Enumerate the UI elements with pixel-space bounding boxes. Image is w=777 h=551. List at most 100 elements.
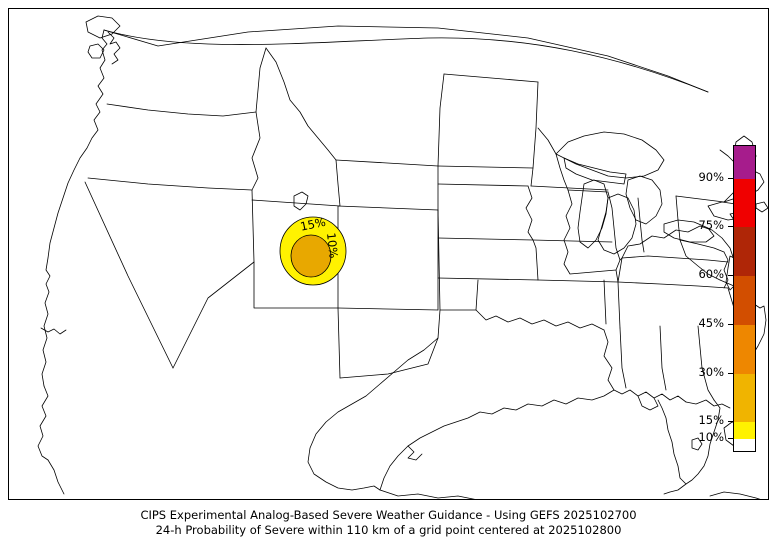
ks-ok-border [437,277,539,281]
nm-mexico-border [339,337,439,379]
colorbar-ticklabel-15: 15% [698,413,724,427]
al-ga-border [697,325,715,401]
oh-pa-border [675,195,681,241]
colorbar-tick-10 [728,438,734,439]
ne-ia-mo-river [525,185,534,241]
colorbar-ticklabel-90: 90% [698,170,724,184]
nm-co-border [337,307,439,311]
tx-la-border [603,329,615,391]
ca-nv-border [84,181,174,369]
la-gulf-coast [613,389,687,403]
caption-line-1: CIPS Experimental Analog-Based Severe We… [140,508,637,522]
wy-co-border [337,205,439,211]
map-graphic [37,15,769,500]
florida-keys [663,483,687,495]
in-oh-border [637,197,645,253]
ut-az-border [253,261,339,309]
az-nm-border [337,307,341,379]
olympic-peninsula [87,43,105,59]
mississippi-delta [637,395,659,411]
lake-huron [625,175,663,225]
ms-al-border [659,325,667,391]
probability-contour-group [279,216,347,286]
colorbar-band-75 [734,227,755,276]
texas-mexico-border [307,337,439,491]
nv-az-border [172,261,255,369]
cuba-outline [709,491,764,500]
il-in-border [607,191,621,261]
colorbar-band-45 [734,325,755,374]
mn-nd-sd-border [530,81,539,187]
ia-mn-border [530,185,609,191]
canada-border [103,25,709,93]
texas-gulf-coast [379,389,615,491]
ok-ar-border [603,279,607,325]
ia-mo-border [532,239,613,243]
mo-ky-mississippi [615,257,623,283]
pa-ny-border [675,195,725,203]
colorbar-bands [733,145,756,452]
or-id-border [251,111,261,191]
map-panel[interactable]: 15% 10% [8,8,769,500]
ca-bay-area [40,327,67,335]
tn-ky-border [617,255,729,283]
ky-in-oh-river [621,225,735,261]
lake-erie [663,219,715,243]
colorbar-tick-30 [728,373,734,374]
colorbar-tick-45 [728,324,734,325]
us-canada-border-line [103,29,709,93]
colorbar-ticklabel-60: 60% [698,267,724,281]
caption: CIPS Experimental Analog-Based Severe We… [0,508,777,538]
ar-la-border [617,281,621,329]
wi-il-border [567,189,609,193]
texas-coast-detail [407,445,423,461]
contour-label-10pct: 10% [324,232,341,259]
michigan-lp [597,193,637,255]
lake-okeechobee [691,437,703,451]
colorbar-band-10 [734,439,755,451]
ne-sd-border [437,183,529,187]
tn-ms-al-ga-border [617,281,729,289]
mo-ks-border [532,239,539,281]
colorbar-band-30 [734,374,755,422]
lake-michigan [577,179,609,249]
colorbar-ticklabel-45: 45% [698,316,724,330]
colorbar-band-90 [734,179,755,227]
colorbar-ticklabel-75: 75% [698,218,724,232]
ms-la-border [619,327,627,389]
id-wy-ut-border [251,159,341,207]
colorbar-tick-75 [728,226,734,227]
ks-ne-border [437,237,534,241]
colorbar-ticklabel-10: 10% [698,430,724,444]
wa-or-border [106,103,257,117]
california-coast [37,385,49,461]
colorbar-ticklabel-30: 30% [698,365,724,379]
puget-sound-detail [107,31,121,65]
mo-ar-border [537,279,619,283]
il-ia-mississippi [563,189,617,275]
colorbar[interactable]: 90% 75% 60% 45% 30% 15% 10% [698,145,756,452]
wy-mt-border [335,159,439,167]
wi-mn-border [537,127,569,191]
colorbar-band-15 [734,422,755,439]
colorbar-tick-60 [728,275,734,276]
colorbar-band-60 [734,276,755,325]
gulf-mexico-south [379,489,479,500]
pacific-northwest-coast [41,29,108,387]
colorbar-band-95 [734,146,755,179]
lake-superior [555,131,665,179]
fl-panhandle-coast [685,399,731,409]
cape-cod [755,201,769,213]
great-salt-lake [293,191,309,211]
caption-line-2: 24-h Probability of Severe within 110 km… [155,523,622,537]
mt-nd-border [437,73,445,167]
michigan-up [563,157,627,185]
nd-canada-border [443,73,539,83]
ok-tx-panhandle [439,279,479,311]
sd-nd-border [437,165,534,169]
contour-region-15pct [290,234,332,278]
nv-ut-border [251,189,255,263]
wv-va-border [679,239,721,281]
id-mt-border [265,47,337,161]
